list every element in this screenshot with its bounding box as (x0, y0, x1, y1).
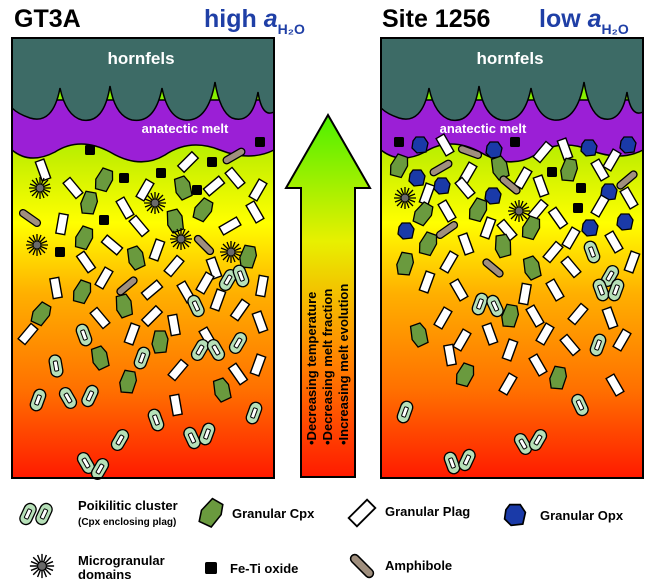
legend-poikilitic-sublabel: (Cpx enclosing plag) (78, 517, 176, 528)
right-hornfels-label: hornfels (476, 49, 543, 68)
microgranular-domain (143, 191, 167, 215)
right-hornfels (380, 37, 644, 122)
oxide-grain (576, 183, 586, 193)
right-panel-title: Site 1256 (382, 5, 490, 33)
legend-cpx-icon (195, 495, 227, 531)
oxide-grain (119, 173, 129, 183)
legend-amphibole-icon (348, 552, 376, 580)
microgranular-domain (507, 199, 531, 223)
oxide-grain (510, 137, 520, 147)
opx-grain (397, 222, 415, 240)
legend-micro-label-2: domains (78, 567, 131, 582)
right-panel: hornfels anatectic melt (380, 37, 644, 479)
legend-amphibole-label: Amphibole (385, 558, 452, 573)
legend-plag-icon (347, 498, 377, 528)
oxide-grain (85, 145, 95, 155)
oxide-grain (156, 168, 166, 178)
oxide-grain (573, 203, 583, 213)
oxide-grain (547, 167, 557, 177)
left-hornfels (11, 37, 275, 122)
left-panel: hornfels anatectic melt (11, 37, 275, 483)
legend-cpx-label: Granular Cpx (232, 506, 315, 521)
right-melt-label: anatectic melt (440, 121, 527, 136)
opx-grain (433, 177, 451, 195)
legend-poikilitic-label: Poikilitic cluster (78, 498, 178, 513)
microgranular-domain (393, 186, 417, 210)
legend-micro-icon (29, 553, 55, 579)
legend-oxide-icon (205, 562, 217, 574)
legend-micro-label-1: Microgranular (78, 553, 165, 568)
microgranular-domain (28, 176, 52, 200)
microgranular-domain (25, 233, 49, 257)
left-hornfels-label: hornfels (107, 49, 174, 68)
legend-plag-label: Granular Plag (385, 504, 470, 519)
opx-grain (580, 139, 598, 157)
arrow-text-line-2: •Decreasing melt fraction (320, 289, 335, 445)
opx-grain (485, 141, 503, 159)
right-water-activity: low aH₂O (539, 5, 629, 37)
opx-grain (411, 136, 429, 154)
left-melt-label: anatectic melt (142, 121, 229, 136)
right-panel-border (380, 37, 644, 479)
legend-opx-icon (503, 503, 527, 527)
oxide-grain (99, 215, 109, 225)
opx-grain (616, 213, 634, 231)
opx-grain (408, 169, 426, 187)
legend: Poikilitic cluster (Cpx enclosing plag) … (17, 495, 624, 582)
left-panel-border (11, 37, 275, 479)
oxide-grain (55, 247, 65, 257)
oxide-grain (394, 137, 404, 147)
oxide-grain (207, 157, 217, 167)
oxide-grain (255, 137, 265, 147)
microgranular-domain (169, 227, 193, 251)
opx-grain (581, 219, 599, 237)
opx-grain (484, 187, 502, 205)
arrow-text-line-1: •Decreasing temperature (304, 292, 319, 445)
cpx-grain (151, 330, 169, 354)
oxide-grain (192, 185, 202, 195)
legend-oxide-label: Fe-Ti oxide (230, 561, 298, 576)
opx-grain (619, 136, 637, 154)
left-water-activity: high aH₂O (204, 5, 305, 37)
left-panel-title: GT3A (14, 5, 81, 33)
legend-opx-label: Granular Opx (540, 508, 624, 523)
legend-poikilitic-icon (17, 500, 55, 528)
gradient-arrow: •Decreasing temperature •Decreasing melt… (284, 112, 372, 478)
arrow-text-line-3: •Increasing melt evolution (336, 284, 351, 445)
microgranular-domain (219, 240, 243, 264)
